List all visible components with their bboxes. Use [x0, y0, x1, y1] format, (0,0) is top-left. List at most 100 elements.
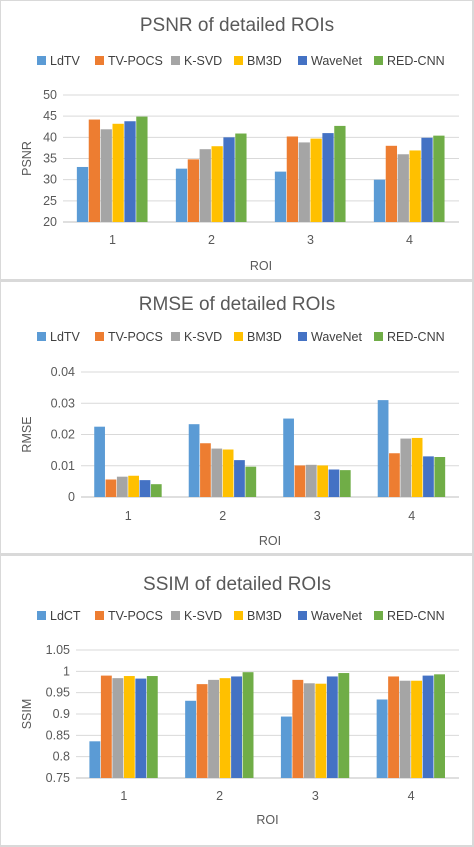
rmse-x-axis-label: ROI	[259, 534, 281, 548]
ssim-bar-k-svd-roi-2	[208, 679, 220, 778]
ssim-bar-bm3d-roi-4	[411, 680, 423, 778]
ssim-y-axis-label: SSIM	[20, 699, 34, 730]
rmse-bar-bm3d-roi-3	[317, 465, 328, 497]
psnr-bar-wavenet-roi-2	[223, 137, 235, 222]
rmse-legend-swatch-tv-pocs	[95, 332, 104, 341]
rmse-y-tick-label: 0.03	[51, 396, 75, 410]
psnr-bar-tv-pocs-roi-1	[88, 119, 101, 222]
rmse-x-tick-label: 4	[408, 509, 415, 523]
psnr-legend-label-red-cnn: RED-CNN	[387, 54, 445, 68]
psnr-y-tick-label: 40	[43, 130, 57, 144]
rmse-legend-swatch-ldtv	[37, 332, 46, 341]
rmse-bar-red-cnn-roi-1	[150, 484, 162, 497]
ssim-legend-label-wavenet: WaveNet	[311, 609, 362, 623]
ssim-chart-panel: SSIM of detailed ROIs LdCT TV-POCS K-SVD BM3…	[1, 556, 472, 845]
psnr-y-tick-label: 45	[43, 109, 57, 123]
ssim-legend-swatch-red-cnn	[374, 611, 383, 620]
ssim-bar-tv-pocs-roi-2	[196, 684, 208, 778]
rmse-bar-k-svd-roi-1	[116, 476, 128, 497]
rmse-bar-ldtv-roi-2	[188, 424, 200, 497]
ssim-y-tick-label: 0.85	[46, 728, 70, 742]
ssim-bar-red-cnn-roi-2	[242, 672, 254, 778]
psnr-y-tick-label: 50	[43, 88, 57, 102]
ssim-legend-label-tv-pocs: TV-POCS	[108, 609, 163, 623]
ssim-x-tick-label: 3	[312, 789, 319, 803]
ssim-x-tick-label: 2	[216, 789, 223, 803]
ssim-bar-ldct-roi-3	[280, 716, 292, 778]
psnr-bar-red-cnn-roi-2	[235, 133, 247, 222]
psnr-bar-bm3d-roi-1	[112, 123, 124, 222]
ssim-y-tick-label: 0.95	[46, 686, 70, 700]
ssim-y-tick-label: 1.05	[46, 643, 70, 657]
psnr-bar-wavenet-roi-1	[124, 121, 136, 222]
rmse-y-tick-label: 0.02	[51, 428, 75, 442]
psnr-y-tick-label: 20	[43, 215, 57, 229]
rmse-bar-wavenet-roi-4	[423, 456, 434, 497]
psnr-legend-swatch-wavenet	[298, 56, 307, 65]
ssim-bar-tv-pocs-roi-1	[100, 675, 112, 778]
psnr-y-tick-label: 30	[43, 173, 57, 187]
psnr-legend-swatch-ldtv	[37, 56, 46, 65]
psnr-bar-k-svd-roi-1	[100, 129, 112, 222]
psnr-legend-label-ldtv: LdTV	[50, 54, 81, 68]
rmse-x-tick-label: 2	[219, 509, 226, 523]
ssim-legend-swatch-wavenet	[298, 611, 307, 620]
ssim-y-tick-label: 1	[63, 664, 70, 678]
rmse-legend-label-wavenet: WaveNet	[311, 330, 362, 344]
ssim-legend-swatch-tv-pocs	[95, 611, 104, 620]
ssim-legend-label-ldct: LdCT	[50, 609, 81, 623]
psnr-chart-title: PSNR of detailed ROIs	[140, 15, 334, 36]
rmse-legend-swatch-k-svd	[171, 332, 180, 341]
psnr-bar-tv-pocs-roi-3	[286, 136, 299, 222]
psnr-chart: PSNR of detailed ROIs LdTV TV-POCS K-SVD BM3…	[20, 15, 459, 273]
ssim-legend-swatch-ldct	[37, 611, 46, 620]
rmse-x-tick-label: 1	[125, 509, 132, 523]
psnr-bar-red-cnn-roi-4	[433, 135, 445, 222]
rmse-bar-tv-pocs-roi-3	[294, 465, 306, 497]
rmse-bar-bm3d-roi-1	[128, 475, 139, 497]
ssim-y-tick-label: 0.9	[53, 707, 70, 721]
ssim-bar-wavenet-roi-3	[326, 676, 338, 778]
ssim-x-tick-label: 4	[408, 789, 415, 803]
rmse-legend-swatch-bm3d	[234, 332, 243, 341]
psnr-x-tick-label: 3	[307, 233, 314, 247]
ssim-bar-bm3d-roi-3	[315, 683, 327, 778]
ssim-bar-wavenet-roi-2	[231, 676, 243, 778]
rmse-bar-ldtv-roi-3	[283, 418, 294, 497]
ssim-bar-k-svd-roi-1	[112, 678, 124, 778]
rmse-x-tick-label: 3	[314, 509, 321, 523]
rmse-y-tick-label: 0.04	[51, 365, 75, 379]
psnr-chart-panel: PSNR of detailed ROIs LdTV TV-POCS K-SVD BM3…	[1, 1, 472, 279]
psnr-legend-label-wavenet: WaveNet	[311, 54, 362, 68]
rmse-bar-wavenet-roi-3	[328, 469, 340, 497]
psnr-bar-wavenet-roi-4	[421, 137, 433, 222]
rmse-bar-tv-pocs-roi-1	[105, 479, 117, 497]
psnr-bar-k-svd-roi-4	[397, 154, 409, 222]
rmse-legend-label-red-cnn: RED-CNN	[387, 330, 445, 344]
ssim-bar-bm3d-roi-2	[219, 678, 231, 778]
psnr-bar-k-svd-roi-2	[199, 149, 211, 222]
psnr-legend-swatch-k-svd	[171, 56, 180, 65]
rmse-bar-ldtv-roi-1	[94, 426, 105, 497]
psnr-bar-red-cnn-roi-1	[136, 116, 148, 222]
rmse-bar-k-svd-roi-3	[305, 464, 317, 497]
ssim-bar-wavenet-roi-1	[135, 678, 147, 778]
psnr-legend-swatch-tv-pocs	[95, 56, 104, 65]
rmse-bar-k-svd-roi-2	[211, 448, 223, 497]
psnr-bar-wavenet-roi-3	[322, 133, 334, 222]
ssim-bar-tv-pocs-roi-3	[292, 679, 304, 778]
rmse-legend-label-k-svd: K-SVD	[184, 330, 222, 344]
psnr-legend-label-k-svd: K-SVD	[184, 54, 222, 68]
rmse-legend-label-bm3d: BM3D	[247, 330, 282, 344]
rmse-y-tick-label: 0.01	[51, 459, 75, 473]
ssim-legend-swatch-k-svd	[171, 611, 180, 620]
ssim-x-axis-label: ROI	[256, 813, 278, 827]
psnr-bar-red-cnn-roi-3	[334, 125, 346, 222]
ssim-legend-label-red-cnn: RED-CNN	[387, 609, 445, 623]
rmse-bar-wavenet-roi-1	[139, 480, 151, 497]
psnr-x-tick-label: 4	[406, 233, 413, 247]
psnr-x-axis-label: ROI	[250, 259, 272, 273]
psnr-legend-label-bm3d: BM3D	[247, 54, 282, 68]
ssim-y-tick-label: 0.75	[46, 771, 70, 785]
ssim-bar-red-cnn-roi-4	[434, 674, 445, 778]
